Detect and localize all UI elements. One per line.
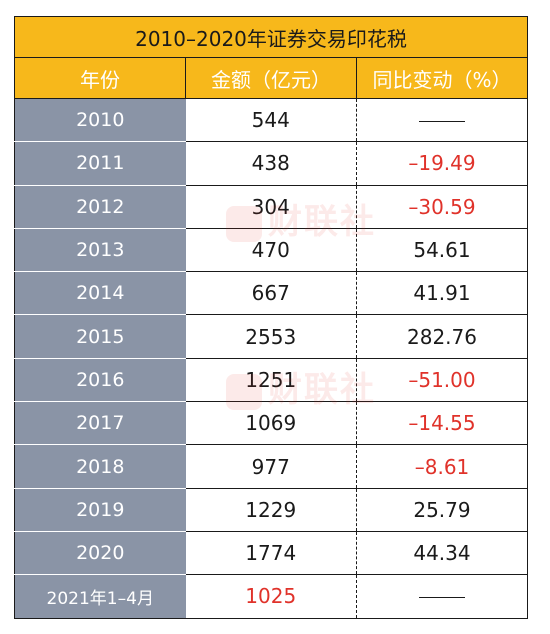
- change-cell: –51.00: [356, 358, 528, 403]
- header-amount: 金额（亿元）: [185, 57, 357, 99]
- table-row: 2011 438 –19.49: [14, 141, 528, 186]
- year-cell: 2014: [14, 271, 186, 316]
- amount-cell: 2553: [185, 314, 357, 359]
- change-cell: 54.61: [356, 228, 528, 273]
- amount-cell: 977: [185, 444, 357, 489]
- no-data-dash: [419, 597, 465, 599]
- amount-cell: 544: [185, 98, 357, 143]
- amount-cell: 1251: [185, 358, 357, 403]
- table-row: 2013 470 54.61: [14, 227, 528, 273]
- amount-cell: 1229: [185, 488, 357, 532]
- change-cell: –14.55: [356, 401, 528, 446]
- change-cell: [356, 574, 528, 619]
- change-cell: 282.76: [356, 314, 528, 359]
- table-row: 2017 1069 –14.55: [14, 401, 528, 446]
- amount-cell: 470: [185, 228, 357, 273]
- change-cell: 25.79: [356, 488, 528, 532]
- amount-cell: 304: [185, 185, 357, 229]
- table-row: 2021年1–4月 1025: [14, 574, 528, 619]
- change-cell: –30.59: [356, 185, 528, 229]
- change-cell: 44.34: [356, 531, 528, 576]
- year-cell: 2016: [14, 357, 186, 403]
- change-cell: –8.61: [356, 444, 528, 489]
- table-row: 2010 544: [14, 97, 528, 143]
- year-cell: 2021年1–4月: [14, 574, 186, 619]
- table-row: 2020 1774 44.34: [14, 530, 528, 576]
- amount-cell: 1025: [185, 574, 357, 619]
- title-row: 2010–2020年证券交易印花税: [14, 16, 528, 58]
- year-cell: 2015: [14, 314, 186, 359]
- amount-cell: 1069: [185, 401, 357, 446]
- table-title: 2010–2020年证券交易印花税: [14, 16, 528, 58]
- amount-cell: 1774: [185, 531, 357, 576]
- header-year: 年份: [14, 57, 186, 99]
- table-row: 2016 1251 –51.00: [14, 357, 528, 403]
- year-cell: 2011: [14, 141, 186, 186]
- year-cell: 2010: [14, 97, 186, 143]
- header-change: 同比变动（%）: [356, 57, 528, 99]
- amount-cell: 667: [185, 271, 357, 316]
- data-table: 2010–2020年证券交易印花税 年份 金额（亿元） 同比变动（%） 2010…: [14, 16, 528, 619]
- year-cell: 2020: [14, 530, 186, 576]
- year-cell: 2013: [14, 227, 186, 273]
- change-cell: 41.91: [356, 271, 528, 316]
- year-cell: 2019: [14, 487, 186, 532]
- year-cell: 2012: [14, 184, 186, 229]
- no-data-dash: [419, 121, 465, 123]
- stamp-tax-table: 2010–2020年证券交易印花税 年份 金额（亿元） 同比变动（%） 2010…: [14, 16, 528, 619]
- table-row: 2019 1229 25.79: [14, 487, 528, 532]
- change-cell: [356, 98, 528, 143]
- header-row: 年份 金额（亿元） 同比变动（%）: [14, 57, 528, 99]
- table-row: 2014 667 41.91: [14, 271, 528, 316]
- table-row: 2012 304 –30.59: [14, 184, 528, 229]
- change-cell: –19.49: [356, 141, 528, 186]
- amount-cell: 438: [185, 141, 357, 186]
- table-row: 2018 977 –8.61: [14, 444, 528, 489]
- year-cell: 2017: [14, 401, 186, 446]
- table-row: 2015 2553 282.76: [14, 314, 528, 359]
- year-cell: 2018: [14, 444, 186, 489]
